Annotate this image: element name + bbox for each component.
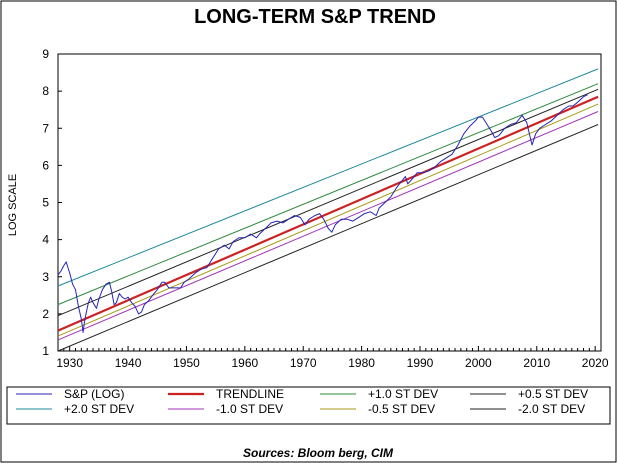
y-tick-label: 8	[42, 84, 49, 98]
y-axis-ticks: 1 2 3 4 5 6 7 8 9	[42, 47, 62, 358]
series-line-0-5-st-dev	[57, 103, 599, 337]
legend-label-0-5-st-dev: -0.5 ST DEV	[368, 402, 435, 416]
series-line-s-p-log	[57, 94, 588, 333]
legend-box	[6, 386, 611, 425]
y-tick-label: 3	[42, 270, 49, 284]
y-tick-label: 4	[42, 233, 49, 247]
x-tick-label: 1980	[348, 356, 375, 370]
legend: S&P (LOG) TRENDLINE +1.0 ST DEV +0.5 ST DEV…	[16, 387, 588, 416]
y-tick-label: 7	[42, 121, 49, 135]
y-tick-label: 1	[42, 344, 49, 358]
legend-label-2-0-st-dev: +2.0 ST DEV	[64, 402, 134, 416]
y-axis-label: LOG SCALE	[7, 174, 19, 236]
source-note: Sources: Bloom berg, CIM	[243, 446, 394, 460]
legend-label-s-p-log: S&P (LOG)	[64, 387, 124, 401]
series-line-1-0-st-dev	[57, 83, 599, 306]
x-tick-label: 1940	[115, 356, 142, 370]
legend-label-1-0-st-dev: +1.0 ST DEV	[368, 387, 438, 401]
legend-label-1-0-st-dev: -1.0 ST DEV	[216, 402, 283, 416]
chart-title: LONG-TERM S&P TREND	[194, 6, 436, 28]
x-tick-label: 2010	[523, 356, 550, 370]
legend-label-2-0-st-dev: -2.0 ST DEV	[518, 402, 585, 416]
x-tick-label: 1930	[56, 356, 83, 370]
series-line-2-0-st-dev	[57, 68, 599, 287]
x-axis-ticks: 1930 1940 1950 1960 1970 1980 1990 2000 2010 2020	[56, 346, 609, 370]
legend-label-0-5-st-dev: +0.5 ST DEV	[518, 387, 588, 401]
y-tick-label: 2	[42, 307, 49, 321]
x-tick-label: 2000	[465, 356, 492, 370]
x-tick-label: 1970	[290, 356, 317, 370]
series-line-0-5-st-dev	[57, 88, 599, 317]
plot-lines	[57, 68, 599, 352]
y-tick-label: 5	[42, 196, 49, 210]
legend-label-trendline: TRENDLINE	[216, 387, 284, 401]
x-tick-label: 1960	[231, 356, 258, 370]
x-tick-label: 1990	[407, 356, 434, 370]
series-line-2-0-st-dev	[57, 124, 599, 352]
x-tick-label: 1950	[173, 356, 200, 370]
y-tick-label: 9	[42, 47, 49, 61]
x-tick-label: 2020	[582, 356, 609, 370]
series-line-trendline	[57, 95, 599, 332]
y-tick-label: 6	[42, 158, 49, 172]
